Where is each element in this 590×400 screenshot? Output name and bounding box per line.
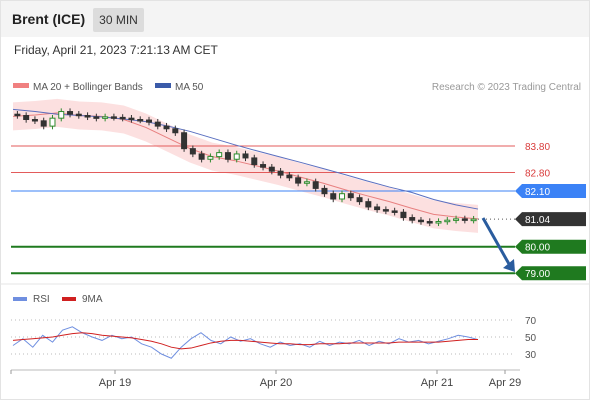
candle-body xyxy=(23,115,30,121)
forecast-arrow xyxy=(481,217,515,272)
candle-body xyxy=(312,181,319,189)
chart-header: Brent (ICE) 30 MIN xyxy=(1,1,589,37)
candle-body xyxy=(391,210,398,213)
level-label-79.00: 79.00 xyxy=(525,269,550,280)
legend-rsi: RSI xyxy=(33,294,50,305)
level-label-bg-79.00 xyxy=(515,266,586,281)
candle-body xyxy=(137,119,144,122)
candle-body xyxy=(268,166,275,172)
candle-body xyxy=(339,193,346,200)
instrument-title: Brent (ICE) xyxy=(12,11,86,27)
legend-swatch-rsi xyxy=(13,297,27,301)
candle-body xyxy=(365,201,372,208)
candle-body xyxy=(453,218,460,221)
candle-body xyxy=(14,113,21,117)
rsi-panel: 70 50 30 xyxy=(11,316,537,361)
level-label-82.10: 82.10 xyxy=(525,187,550,198)
candle-body xyxy=(400,211,407,219)
candle-body xyxy=(374,206,381,211)
rsi-tick-label-50: 50 xyxy=(525,333,537,344)
candle-body xyxy=(417,219,424,223)
candle-body xyxy=(286,174,293,179)
candle-body xyxy=(347,193,354,199)
time-ticks: Apr 19 Apr 20 Apr 21 Apr 29 xyxy=(10,370,521,389)
legend-swatch-9ma xyxy=(62,297,76,301)
time-tick-label: Apr 20 xyxy=(260,377,292,389)
candle-body xyxy=(49,117,56,127)
legend-ma20-bollinger: MA 20 + Bollinger Bands xyxy=(33,82,143,93)
candle-body xyxy=(40,120,47,127)
price-levels: 83.80 82.80 82.10 81.04 80.00 79.00 xyxy=(11,142,586,281)
candle-body xyxy=(189,148,196,155)
candle-body xyxy=(461,218,468,221)
rsi-line xyxy=(12,326,479,359)
candle-body xyxy=(470,218,477,222)
candle-body xyxy=(128,117,135,121)
time-tick-label: Apr 19 xyxy=(99,377,131,389)
level-label-80.00: 80.00 xyxy=(525,243,550,254)
candle-body xyxy=(67,111,74,115)
candle-body xyxy=(207,156,214,160)
candle-body xyxy=(233,153,240,160)
rsi-tick-label-30: 30 xyxy=(525,350,537,361)
candle-body xyxy=(163,125,170,130)
candle-body xyxy=(242,153,249,159)
candle-body xyxy=(295,177,302,184)
level-label-81.04: 81.04 xyxy=(525,215,550,226)
legend-swatch-ma50 xyxy=(155,83,171,88)
candle-body xyxy=(260,164,267,168)
candle-body xyxy=(251,157,258,166)
candle-body xyxy=(93,116,100,119)
candle-body xyxy=(216,152,223,158)
legend-ma50: MA 50 xyxy=(175,82,204,93)
level-label-82.80: 82.80 xyxy=(525,169,550,180)
legend-9ma: 9MA xyxy=(82,294,103,305)
timeframe-badge[interactable]: 30 MIN xyxy=(93,8,144,32)
datetime-label: Friday, April 21, 2023 7:21:13 AM CET xyxy=(14,43,218,57)
candle-body xyxy=(321,187,328,195)
candle-body xyxy=(277,170,284,176)
candlesticks xyxy=(14,108,477,227)
price-panel: 83.80 82.80 82.10 81.04 80.00 79.00 xyxy=(11,98,586,281)
candle-body xyxy=(145,119,152,123)
bollinger-band xyxy=(13,98,478,233)
candle-body xyxy=(198,153,205,160)
candle-body xyxy=(110,116,117,119)
candle-body xyxy=(356,197,363,203)
candle-body xyxy=(172,128,179,134)
rsi-9ma-line xyxy=(12,332,478,350)
candle-body xyxy=(330,193,337,200)
candle-body xyxy=(444,219,451,223)
candle-body xyxy=(102,116,109,119)
legend-swatch-ma20 xyxy=(13,83,29,88)
candle-body xyxy=(154,121,161,127)
candle-body xyxy=(303,181,310,184)
level-label-bg-80.00 xyxy=(515,239,586,254)
candle-body xyxy=(75,113,82,117)
candle-body xyxy=(31,119,38,122)
level-label-83.80: 83.80 xyxy=(525,142,550,153)
copyright-credit: Research © 2023 Trading Central xyxy=(432,82,581,93)
rsi-tick-label-70: 70 xyxy=(525,316,537,327)
candle-body xyxy=(181,132,188,150)
time-tick-label: Apr 29 xyxy=(489,377,521,389)
level-label-bg-82.10 xyxy=(515,184,586,199)
candle-body xyxy=(84,115,91,118)
candle-body xyxy=(435,221,442,224)
candle-body xyxy=(382,209,389,212)
candle-body xyxy=(426,221,433,224)
candle-body xyxy=(58,111,65,119)
candle-body xyxy=(224,152,231,160)
candle-body xyxy=(409,217,416,221)
time-tick-label: Apr 21 xyxy=(421,377,453,389)
level-label-bg-81.04 xyxy=(515,212,586,227)
candle-body xyxy=(119,116,126,120)
